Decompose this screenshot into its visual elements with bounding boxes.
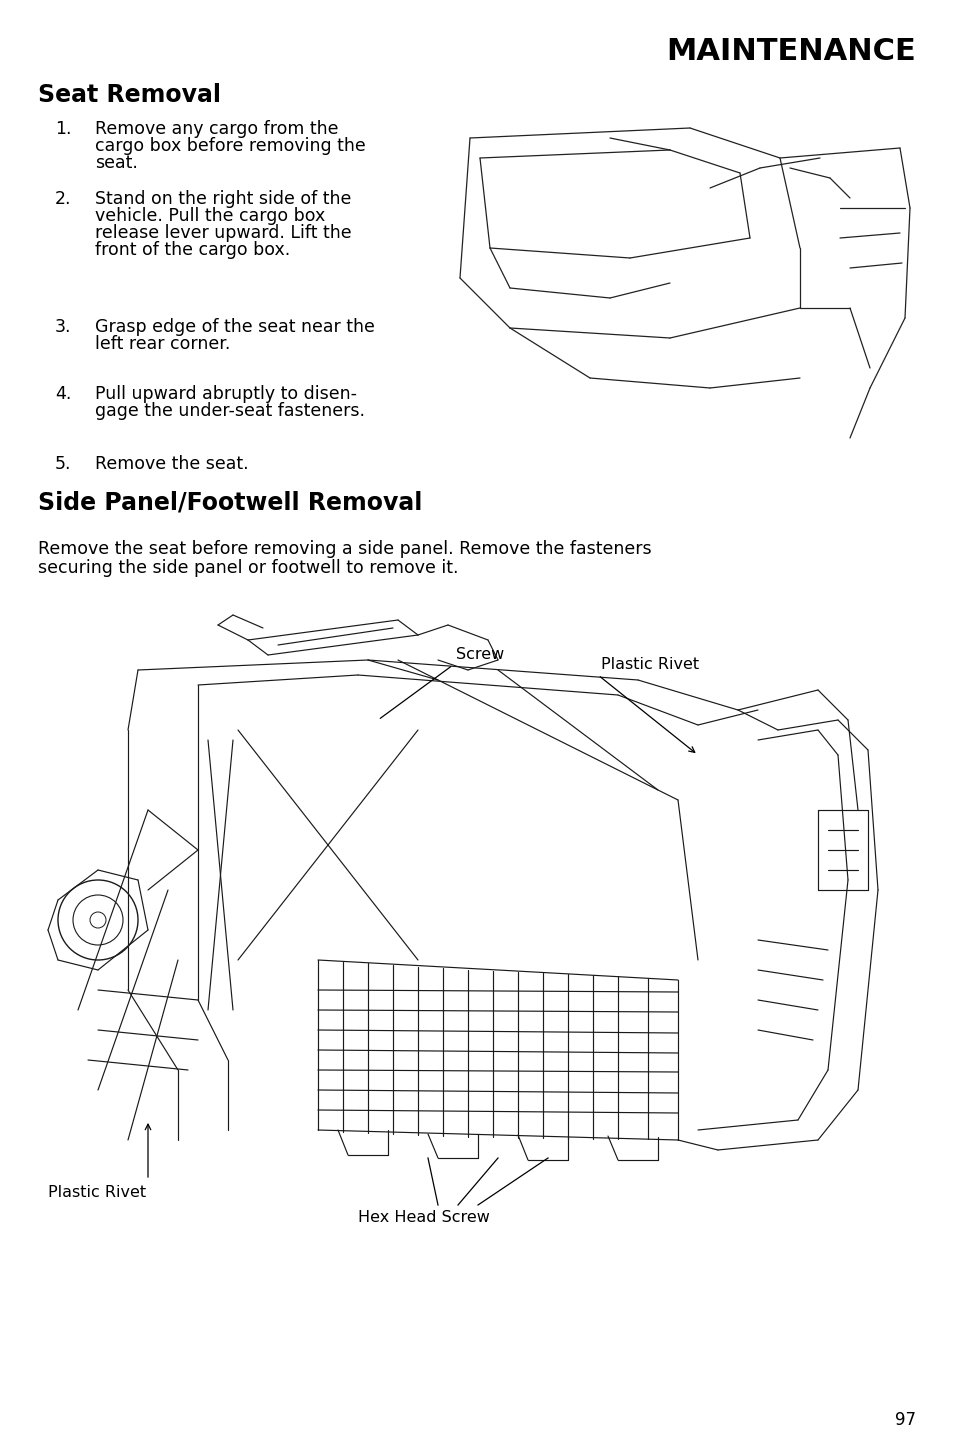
Text: gage the under-seat fasteners.: gage the under-seat fasteners. <box>95 401 365 420</box>
Text: Seat Removal: Seat Removal <box>38 83 221 108</box>
Text: MAINTENANCE: MAINTENANCE <box>665 38 915 67</box>
Text: 1.: 1. <box>55 121 71 138</box>
Text: 4.: 4. <box>55 385 71 403</box>
Text: Remove the seat before removing a side panel. Remove the fasteners: Remove the seat before removing a side p… <box>38 539 651 558</box>
Text: 3.: 3. <box>55 318 71 336</box>
Bar <box>390 108 915 480</box>
Text: Screw: Screw <box>456 647 504 662</box>
Bar <box>38 580 915 1330</box>
Text: vehicle. Pull the cargo box: vehicle. Pull the cargo box <box>95 206 325 225</box>
Text: Grasp edge of the seat near the: Grasp edge of the seat near the <box>95 318 375 336</box>
Text: cargo box before removing the: cargo box before removing the <box>95 137 365 156</box>
Text: Side Panel/Footwell Removal: Side Panel/Footwell Removal <box>38 490 422 515</box>
Text: seat.: seat. <box>95 154 138 172</box>
Text: left rear corner.: left rear corner. <box>95 334 230 353</box>
Text: Hex Head Screw: Hex Head Screw <box>357 1210 489 1226</box>
Text: 2.: 2. <box>55 190 71 208</box>
Text: Remove the seat.: Remove the seat. <box>95 455 249 473</box>
Text: Remove any cargo from the: Remove any cargo from the <box>95 121 338 138</box>
Text: securing the side panel or footwell to remove it.: securing the side panel or footwell to r… <box>38 558 458 577</box>
Text: front of the cargo box.: front of the cargo box. <box>95 241 290 259</box>
Text: Stand on the right side of the: Stand on the right side of the <box>95 190 351 208</box>
Text: Plastic Rivet: Plastic Rivet <box>48 1185 146 1200</box>
Text: 97: 97 <box>894 1410 915 1429</box>
Text: Plastic Rivet: Plastic Rivet <box>600 657 699 672</box>
Text: 5.: 5. <box>55 455 71 473</box>
Text: Pull upward abruptly to disen-: Pull upward abruptly to disen- <box>95 385 356 403</box>
Text: release lever upward. Lift the: release lever upward. Lift the <box>95 224 352 241</box>
